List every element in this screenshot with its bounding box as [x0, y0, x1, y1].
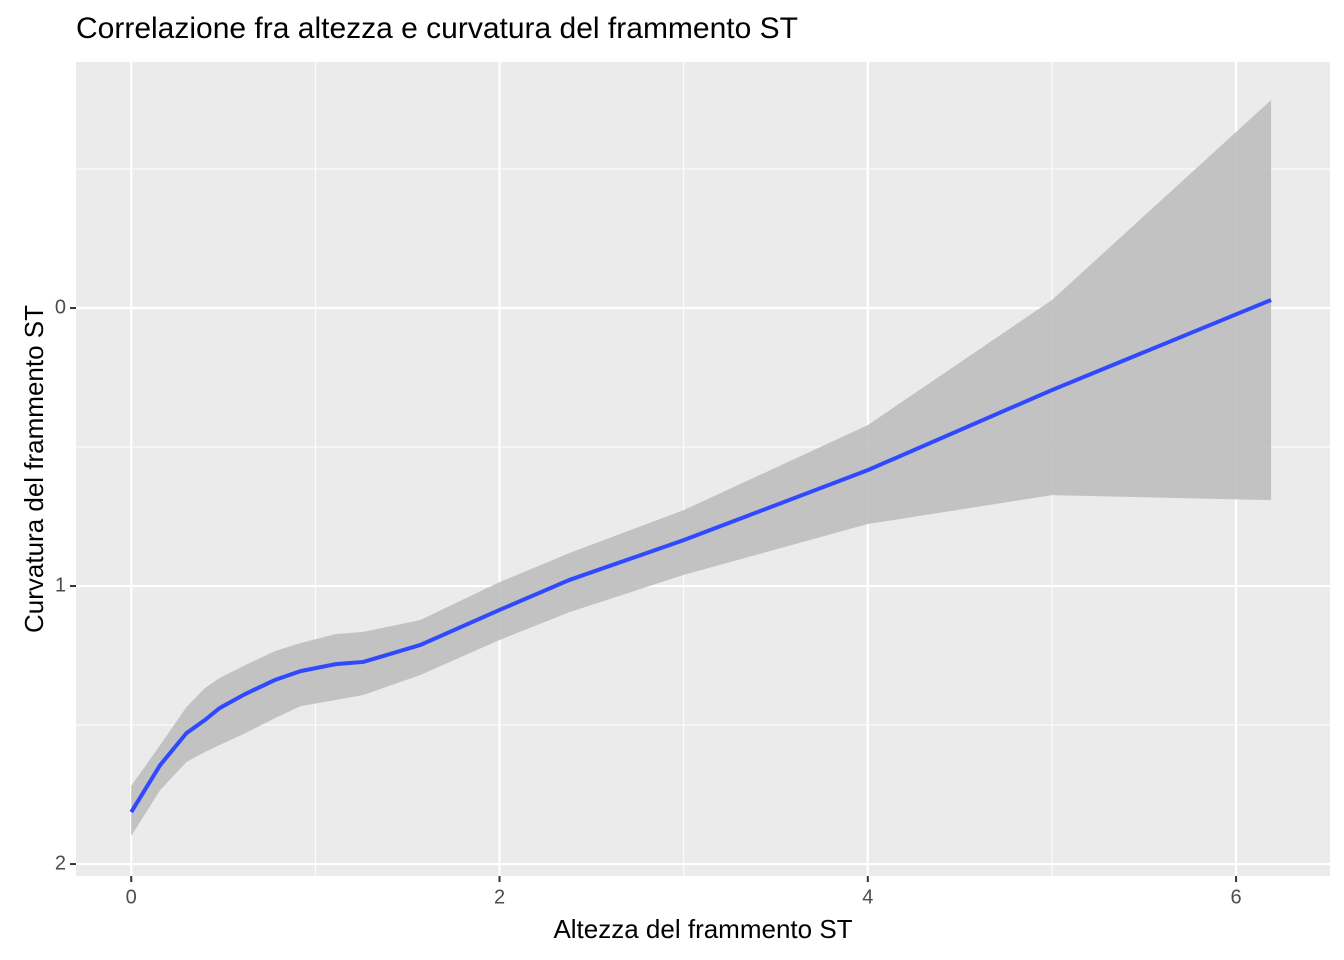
x-axis-title: Altezza del frammento ST — [553, 914, 852, 944]
confidence-band — [131, 100, 1272, 836]
smooth-line — [129, 298, 1272, 814]
y-tick-label: 0 — [55, 296, 66, 318]
chart-title: Correlazione fra altezza e curvatura del… — [76, 12, 798, 45]
y-tick-label: 1 — [55, 574, 66, 596]
y-tick-label: 2 — [55, 852, 66, 874]
y-axis-title: Curvatura del frammento ST — [19, 305, 49, 633]
x-tick-label: 6 — [1231, 886, 1242, 908]
x-tick-label: 2 — [494, 886, 505, 908]
x-tick-label: 0 — [126, 886, 137, 908]
x-tick-label: 4 — [862, 886, 873, 908]
